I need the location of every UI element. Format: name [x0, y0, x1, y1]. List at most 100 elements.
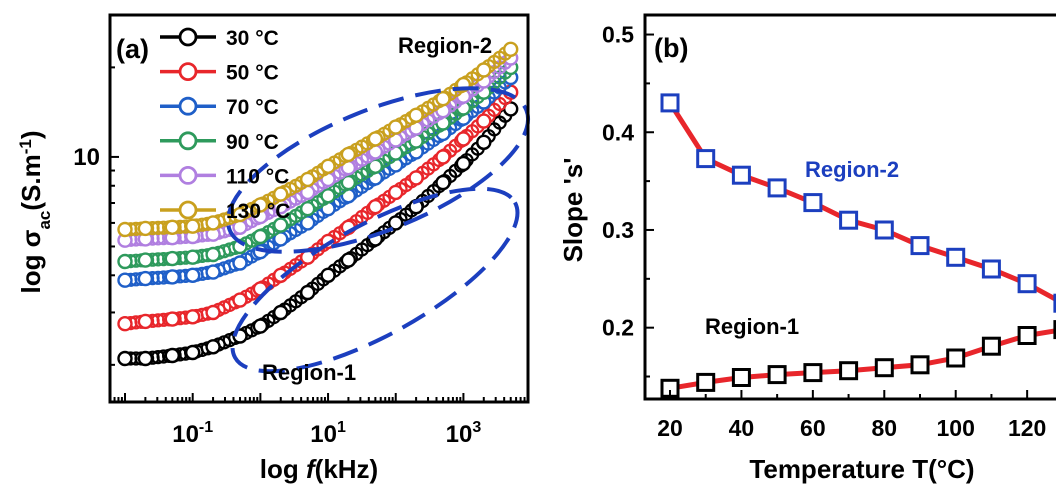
legend-marker — [178, 27, 198, 47]
data-point — [184, 249, 201, 265]
data-point — [137, 270, 154, 287]
panel-b: 20 40 60 80 100 120 0.2 0.3 0.4 0.5 (b) Region-2… — [558, 13, 1056, 484]
data-point — [696, 372, 716, 392]
data-point — [1017, 326, 1037, 345]
data-point — [910, 355, 930, 375]
data-point — [137, 350, 154, 367]
panel-b-x-axis-label: Temperature T(°C) — [749, 454, 974, 484]
region-2-ellipse — [225, 86, 531, 254]
legend-marker — [178, 96, 198, 116]
data-point — [164, 311, 181, 327]
panel-b-label: (b) — [654, 33, 688, 63]
data-point — [137, 220, 154, 237]
data-point — [117, 350, 133, 367]
data-point — [137, 252, 154, 268]
x-tick-label: 100 — [937, 415, 975, 441]
y-tick-label: 10 — [73, 144, 100, 171]
data-point — [273, 186, 289, 202]
legend-marker — [178, 62, 198, 81]
data-point — [731, 368, 751, 387]
data-point — [981, 259, 1001, 279]
data-point — [232, 206, 248, 223]
panel-b-plot-frame — [643, 13, 1056, 401]
data-point — [273, 304, 289, 321]
data-point — [388, 215, 404, 231]
data-point — [340, 252, 357, 268]
data-point — [839, 361, 859, 381]
data-point — [731, 165, 751, 185]
region-2-label-a: Region-2 — [398, 33, 492, 58]
data-point — [300, 171, 316, 188]
series-50-c — [117, 84, 519, 332]
y-tick-label: 0.3 — [602, 217, 634, 243]
data-point — [300, 284, 316, 301]
panel-a: 10-1 101 103 10 30 °C 50 °C 70 °C 90 °C 110 °C… — [16, 13, 531, 484]
data-point — [205, 264, 221, 280]
x-label-unit: (kHz) — [315, 454, 379, 484]
x-label-var: f — [306, 454, 317, 484]
data-point — [435, 149, 451, 165]
data-point — [946, 348, 966, 368]
data-point — [981, 336, 1001, 356]
data-point — [232, 255, 248, 271]
data-point — [164, 219, 181, 236]
data-point — [839, 210, 859, 230]
data-point — [320, 158, 336, 175]
data-point — [767, 178, 787, 198]
data-point — [660, 93, 680, 113]
data-point — [874, 220, 894, 240]
data-point — [300, 200, 316, 217]
data-point — [205, 246, 221, 263]
panel-a-marks — [117, 41, 519, 367]
legend-marker — [178, 131, 198, 151]
y-tick-label: 0.2 — [602, 315, 634, 341]
panel-a-x-axis-label: log f(kHz) — [260, 454, 378, 484]
data-point — [388, 184, 404, 201]
legend-label: 50 °C — [226, 62, 279, 85]
x-tick-label: 20 — [657, 415, 683, 441]
legend-item: 30 °C — [160, 27, 279, 50]
data-point — [946, 247, 966, 267]
region-1-label-b: Region-1 — [705, 314, 799, 339]
x-tick-label: 101 — [310, 419, 346, 448]
series-30-c — [117, 101, 519, 367]
data-point — [273, 217, 289, 233]
x-tick-label: 80 — [871, 415, 897, 441]
data-point — [137, 313, 154, 330]
panel-a-y-ticks: 10 — [73, 14, 119, 366]
panel-b-y-axis-label: Slope 's' — [558, 158, 588, 263]
x-tick-label: 103 — [446, 419, 482, 448]
data-point — [205, 339, 221, 355]
data-point — [252, 197, 269, 213]
data-point — [435, 174, 451, 191]
panel-a-plot-frame — [108, 13, 530, 404]
data-point — [408, 107, 424, 124]
data-point — [367, 198, 384, 215]
data-point — [164, 347, 181, 364]
panel-b-marks — [660, 93, 1056, 398]
data-point — [205, 304, 221, 321]
region-1-label-a: Region-1 — [262, 360, 356, 385]
series-110-c — [117, 50, 519, 248]
series-region-1 — [660, 320, 1056, 398]
data-point — [455, 131, 472, 147]
data-point — [205, 215, 221, 231]
data-point — [184, 218, 201, 234]
legend-marker — [178, 200, 198, 220]
x-tick-label: 120 — [1008, 415, 1046, 441]
data-point — [696, 149, 716, 169]
data-point — [874, 358, 894, 378]
data-point — [455, 155, 472, 172]
data-point — [388, 119, 404, 135]
region-1-ellipse — [230, 186, 520, 374]
legend-item: 110 °C — [160, 165, 289, 188]
data-point — [164, 250, 181, 267]
panel-a-label: (a) — [116, 34, 149, 64]
data-point — [910, 236, 930, 256]
legend-item: 50 °C — [160, 62, 279, 85]
data-point — [435, 90, 451, 107]
legend-marker — [178, 165, 198, 185]
data-point — [767, 365, 787, 385]
panel-b-y-ticks: 0.2 0.3 0.4 0.5 — [602, 22, 654, 378]
